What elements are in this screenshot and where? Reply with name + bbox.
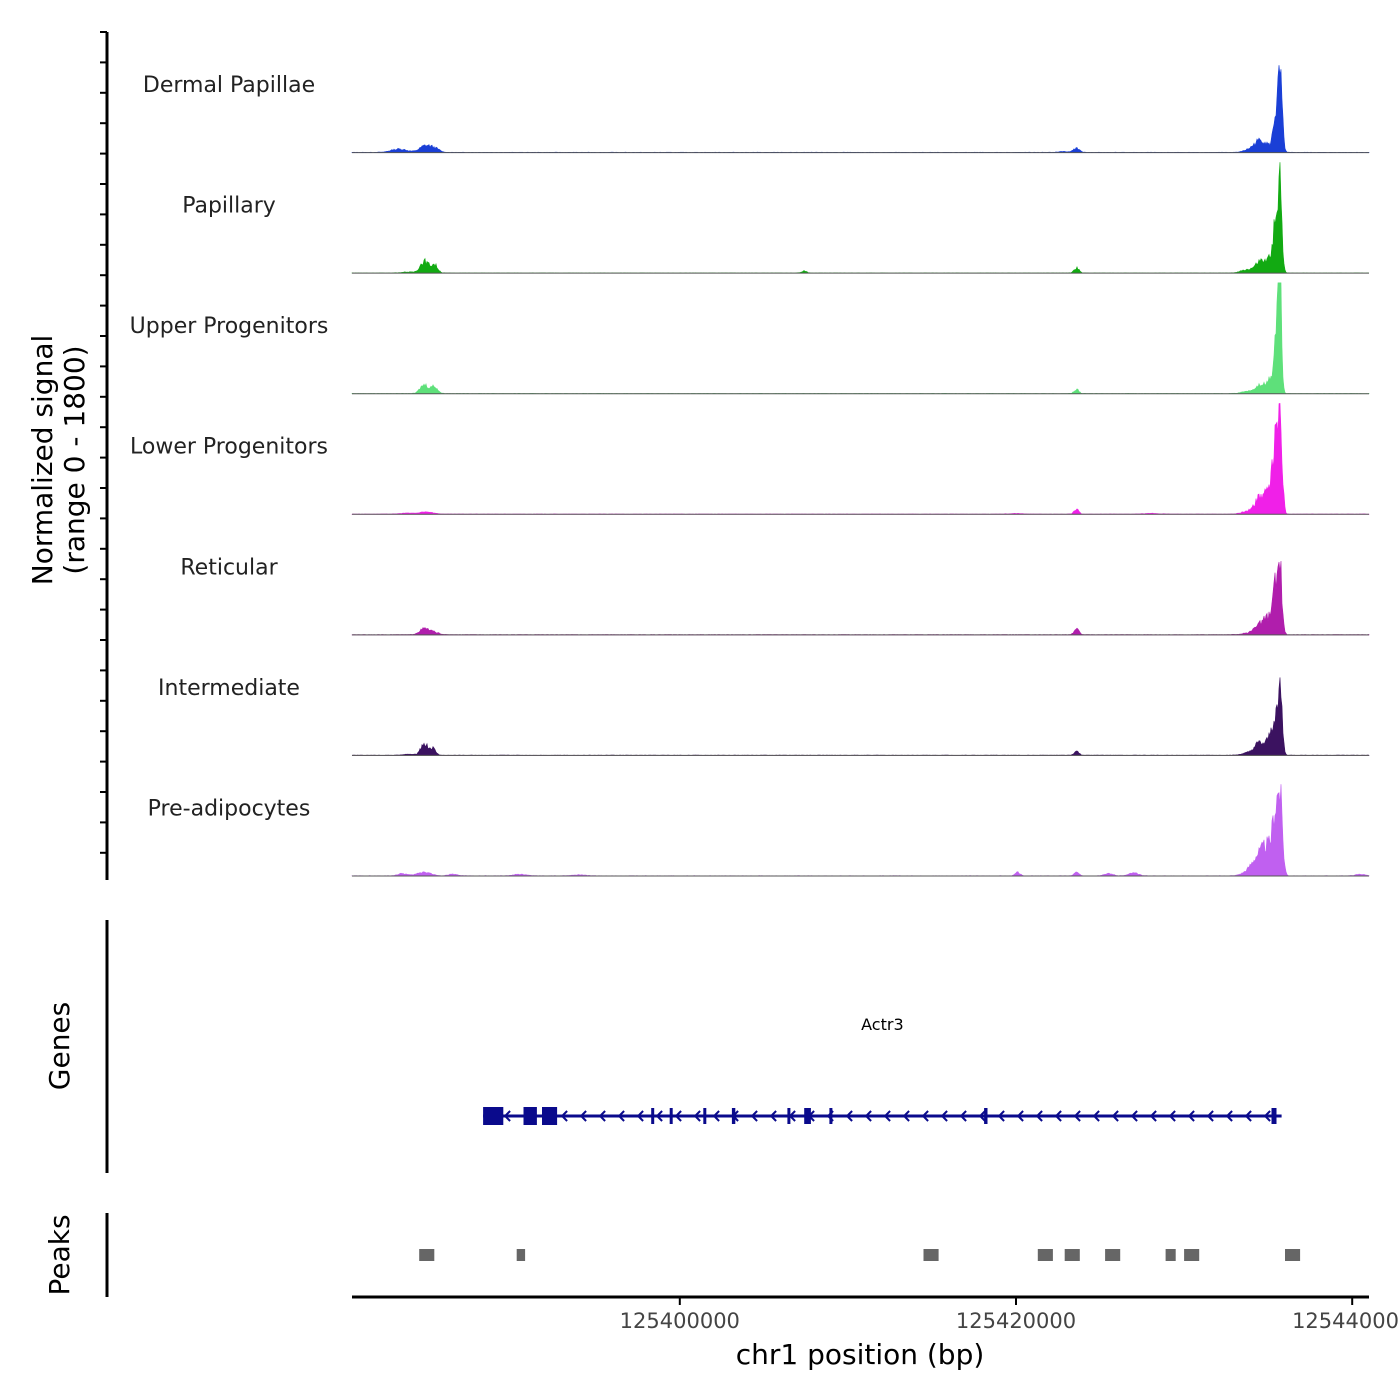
strand-arrow bbox=[503, 1110, 511, 1122]
peak-region bbox=[1184, 1249, 1200, 1261]
strand-arrow bbox=[750, 1110, 758, 1122]
gene-exon bbox=[787, 1108, 791, 1124]
strand-arrow bbox=[674, 1110, 682, 1122]
track-upper-progenitors: Upper Progenitors bbox=[130, 282, 1370, 395]
strand-arrow bbox=[1073, 1110, 1081, 1122]
track-label: Intermediate bbox=[158, 676, 300, 701]
strand-arrow bbox=[1035, 1110, 1043, 1122]
strand-arrow bbox=[598, 1110, 606, 1122]
gene-exon bbox=[669, 1108, 673, 1124]
signal-tracks: Dermal Papillae Papillary Upper Progenitor… bbox=[130, 65, 1370, 877]
gene-exon bbox=[523, 1107, 537, 1125]
genes-axis-title: Genes bbox=[43, 1002, 76, 1090]
strand-arrow bbox=[579, 1110, 587, 1122]
strand-arrow bbox=[940, 1110, 948, 1122]
strand-arrow bbox=[712, 1110, 720, 1122]
peak-region bbox=[1037, 1249, 1053, 1261]
strand-arrow bbox=[1206, 1110, 1214, 1122]
strand-arrow bbox=[1111, 1110, 1119, 1122]
strand-arrow bbox=[1016, 1110, 1024, 1122]
signal-y-axis-ticks bbox=[100, 31, 107, 854]
strand-arrow bbox=[560, 1110, 568, 1122]
strand-arrow bbox=[902, 1110, 910, 1122]
strand-arrow bbox=[997, 1110, 1005, 1122]
strand-arrow bbox=[883, 1110, 891, 1122]
strand-arrow bbox=[1225, 1110, 1233, 1122]
peak-region bbox=[923, 1249, 939, 1261]
strand-arrow bbox=[1244, 1110, 1252, 1122]
strand-arrow bbox=[1168, 1110, 1176, 1122]
x-axis-title: chr1 position (bp) bbox=[736, 1338, 985, 1371]
peak-region bbox=[1165, 1249, 1176, 1261]
track-label: Pre-adipocytes bbox=[148, 796, 311, 821]
strand-arrow bbox=[636, 1110, 644, 1122]
track-intermediate: Intermediate bbox=[158, 676, 1370, 756]
y-axis-title-line1: Normalized signal bbox=[26, 335, 59, 586]
peak-region bbox=[1105, 1249, 1121, 1261]
signal-area bbox=[351, 784, 1370, 877]
track-dermal-papillae: Dermal Papillae bbox=[143, 65, 1370, 154]
gene-exon bbox=[483, 1107, 504, 1125]
strand-arrow bbox=[1187, 1110, 1195, 1122]
strand-arrow bbox=[1054, 1110, 1062, 1122]
gene-exon bbox=[829, 1108, 833, 1124]
gene-exon bbox=[804, 1108, 811, 1124]
gene-name-label: Actr3 bbox=[861, 1015, 904, 1034]
strand-arrow bbox=[1263, 1110, 1271, 1122]
strand-arrow bbox=[1130, 1110, 1138, 1122]
peak-region bbox=[1285, 1249, 1301, 1261]
strand-arrow bbox=[769, 1110, 777, 1122]
strand-arrow bbox=[978, 1110, 986, 1122]
strand-arrow bbox=[959, 1110, 967, 1122]
y-axis-title-line2: (range 0 - 1800) bbox=[58, 345, 91, 574]
gene-exon bbox=[1271, 1108, 1277, 1124]
track-label: Lower Progenitors bbox=[130, 435, 328, 460]
x-tick-label: 125400000 bbox=[620, 1309, 740, 1333]
strand-arrow bbox=[655, 1110, 663, 1122]
strand-arrow bbox=[845, 1110, 853, 1122]
gene-exon bbox=[542, 1107, 558, 1125]
peak-region bbox=[516, 1249, 526, 1261]
strand-arrow bbox=[921, 1110, 929, 1122]
track-pre-adipocytes: Pre-adipocytes bbox=[148, 784, 1370, 877]
gene-track: Actr3 bbox=[483, 1015, 1282, 1125]
signal-area bbox=[351, 403, 1370, 515]
peaks-axis-title: Peaks bbox=[43, 1214, 76, 1295]
signal-area bbox=[351, 677, 1370, 756]
gene-exon bbox=[984, 1108, 988, 1124]
gene-exon bbox=[731, 1108, 736, 1124]
x-axis-ticks: 125400000 125420000 125440000 bbox=[620, 1297, 1400, 1333]
signal-area bbox=[351, 65, 1370, 153]
peak-region bbox=[1064, 1249, 1080, 1261]
peak-regions-track bbox=[419, 1249, 1301, 1261]
x-tick-label: 125420000 bbox=[956, 1309, 1076, 1333]
signal-area bbox=[351, 560, 1370, 636]
gene-exon bbox=[703, 1108, 707, 1124]
track-label: Reticular bbox=[180, 555, 278, 580]
strand-arrow bbox=[1149, 1110, 1157, 1122]
strand-arrow bbox=[864, 1110, 872, 1122]
signal-area bbox=[351, 162, 1370, 274]
x-tick-label: 125440000 bbox=[1292, 1309, 1400, 1333]
track-label: Upper Progenitors bbox=[130, 314, 329, 339]
track-papillary: Papillary bbox=[182, 162, 1370, 274]
strand-arrow bbox=[617, 1110, 625, 1122]
strand-arrow bbox=[693, 1110, 701, 1122]
track-label: Dermal Papillae bbox=[143, 73, 315, 98]
gene-exon bbox=[651, 1108, 655, 1124]
track-lower-progenitors: Lower Progenitors bbox=[130, 403, 1370, 515]
track-label: Papillary bbox=[182, 194, 276, 219]
track-reticular: Reticular bbox=[180, 555, 1370, 636]
strand-arrow bbox=[1092, 1110, 1100, 1122]
signal-area bbox=[351, 282, 1370, 395]
peak-region bbox=[419, 1249, 435, 1261]
gene-actr3: Actr3 bbox=[483, 1015, 1282, 1125]
